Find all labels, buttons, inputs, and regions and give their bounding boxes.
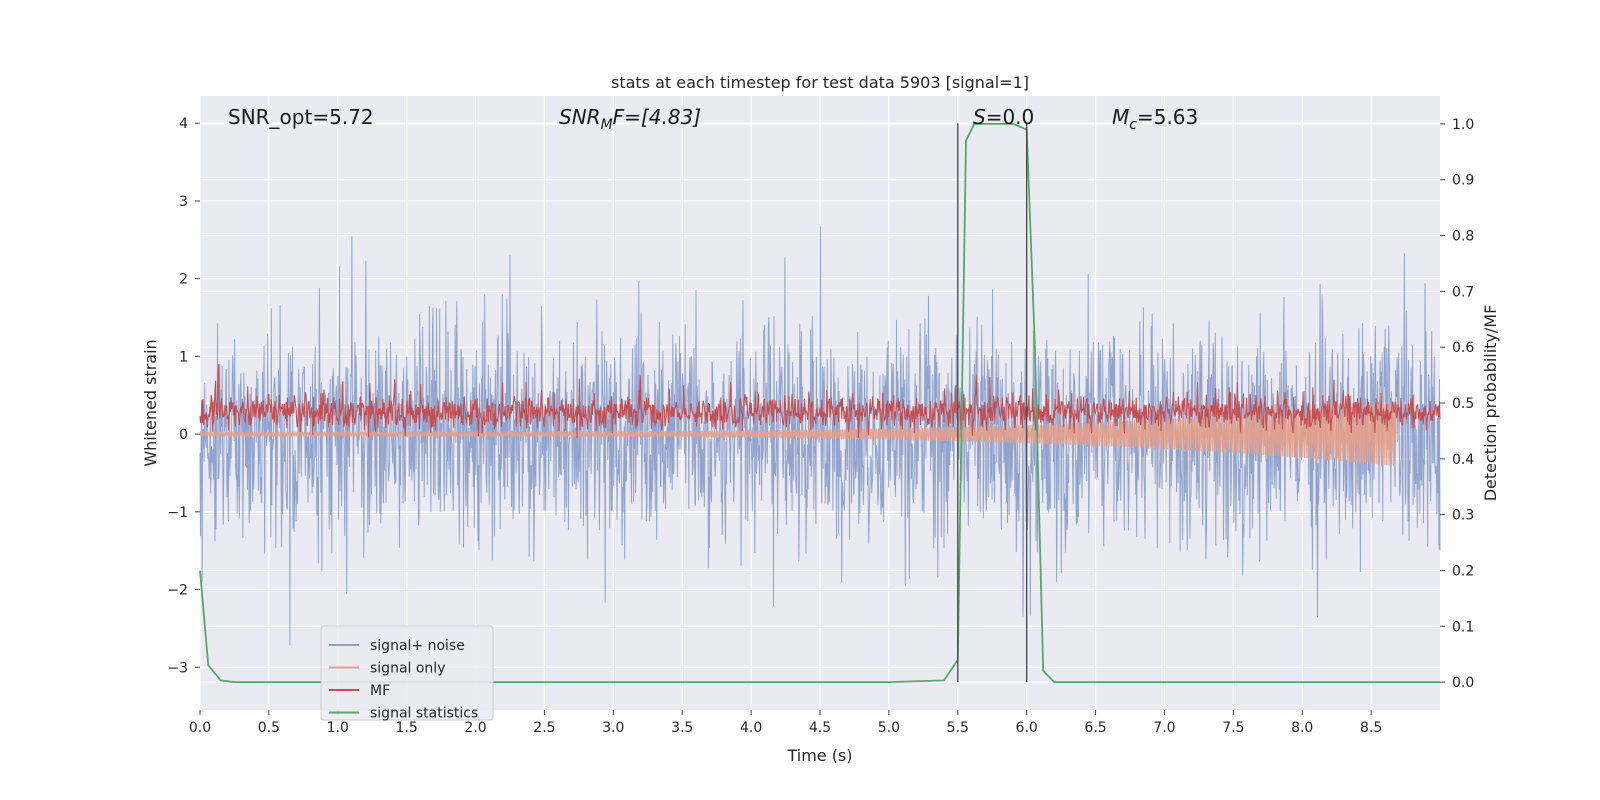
x-tick-label: 5.5 xyxy=(947,720,969,736)
series-mf xyxy=(199,364,1441,439)
series-signal-statistics xyxy=(199,123,1440,683)
chart-title: stats at each timestep for test data 590… xyxy=(611,73,1029,92)
x-tick-label: 8.5 xyxy=(1360,720,1382,736)
x-tick-label: 4.5 xyxy=(809,720,831,736)
x-tick-label: 6.0 xyxy=(1016,720,1038,736)
annotation-snr-opt: SNR_opt=5.72 xyxy=(228,105,374,129)
left-tick-label: 4 xyxy=(179,116,188,132)
series-signal-only xyxy=(199,402,1397,466)
series-layer xyxy=(199,123,1441,683)
x-tick-label: 1.5 xyxy=(396,720,418,736)
right-tick-label: 0.9 xyxy=(1452,173,1474,189)
legend-label: signal only xyxy=(370,661,445,677)
right-axis-ticks: 0.0 0.1 0.2 0.3 0.4 0.5 0.6 0.7 0.8 0.9 1.0 xyxy=(1440,117,1474,691)
annotation-mc: Mc=5.63 xyxy=(1112,105,1198,133)
left-tick-label: 3 xyxy=(179,194,188,210)
x-axis-ticks: 0.0 0.5 1.0 1.5 2.0 2.5 3.0 3.5 4.0 4.5 5.0 5.5 6.0 6… xyxy=(189,710,1382,736)
x-tick-label: 2.5 xyxy=(533,720,555,736)
left-tick-label: −3 xyxy=(167,660,188,676)
right-tick-label: 0.4 xyxy=(1452,452,1474,468)
right-tick-label: 0.2 xyxy=(1452,563,1474,579)
annotation-mc-subscript: c xyxy=(1129,117,1137,133)
annotation-snr-mf-symbol: SNR xyxy=(559,105,601,129)
right-tick-label: 1.0 xyxy=(1452,117,1474,133)
right-tick-label: 0.8 xyxy=(1452,229,1474,245)
annotation-mc-symbol: M xyxy=(1112,105,1129,129)
annotation-s-symbol: S xyxy=(973,105,986,129)
annotation-s: S=0.0 xyxy=(973,105,1034,129)
right-tick-label: 0.6 xyxy=(1452,340,1474,356)
annotation-snr-mf: SNRMF=[4.83] xyxy=(559,105,701,133)
x-tick-label: 3.0 xyxy=(602,720,624,736)
legend-box xyxy=(320,625,494,721)
x-tick-label: 4.0 xyxy=(740,720,762,736)
y-axis-label-right: Detection probability/MF xyxy=(1481,305,1500,502)
x-tick-label: 1.0 xyxy=(327,720,349,736)
legend-label: signal+ noise xyxy=(370,638,465,654)
left-tick-label: 2 xyxy=(179,272,188,288)
left-tick-label: 1 xyxy=(179,349,188,365)
plot-area xyxy=(199,96,1441,710)
right-tick-label: 0.7 xyxy=(1452,284,1474,300)
annotation-s-value: =0.0 xyxy=(986,105,1035,129)
x-tick-label: 7.5 xyxy=(1222,720,1244,736)
y-axis-label-left: Whitened strain xyxy=(141,339,160,466)
x-tick-label: 7.0 xyxy=(1153,720,1175,736)
right-tick-label: 0.3 xyxy=(1452,508,1474,524)
x-tick-label: 6.5 xyxy=(1084,720,1106,736)
x-tick-label: 2.0 xyxy=(464,720,486,736)
legend-label: signal statistics xyxy=(370,706,478,722)
annotation-snr-mf-subscript: M xyxy=(601,117,613,133)
vertical-markers xyxy=(957,123,1028,683)
right-tick-label: 0.0 xyxy=(1452,675,1474,691)
annotations: SNR_opt=5.72 SNRMF=[4.83] S=0.0 Mc=5.63 xyxy=(228,105,1198,133)
right-tick-label: 0.5 xyxy=(1452,396,1474,412)
left-tick-label: −2 xyxy=(167,583,188,599)
left-axis-ticks: −3 −2 −1 0 1 2 3 4 xyxy=(167,116,200,676)
annotation-mc-value: =5.63 xyxy=(1137,105,1198,129)
left-tick-label: 0 xyxy=(179,427,188,443)
x-tick-label: 5.0 xyxy=(878,720,900,736)
x-tick-label: 0.0 xyxy=(189,720,211,736)
right-tick-label: 0.1 xyxy=(1452,619,1474,635)
legend: signal+ noise signal only MF signal statist… xyxy=(320,625,494,722)
x-tick-label: 8.0 xyxy=(1291,720,1313,736)
annotation-snr-mf-value: F=[4.83] xyxy=(613,105,701,129)
left-tick-label: −1 xyxy=(167,505,188,521)
x-axis-label: Time (s) xyxy=(786,746,852,765)
x-tick-label: 3.5 xyxy=(671,720,693,736)
legend-label: MF xyxy=(370,683,390,699)
x-tick-label: 0.5 xyxy=(258,720,280,736)
